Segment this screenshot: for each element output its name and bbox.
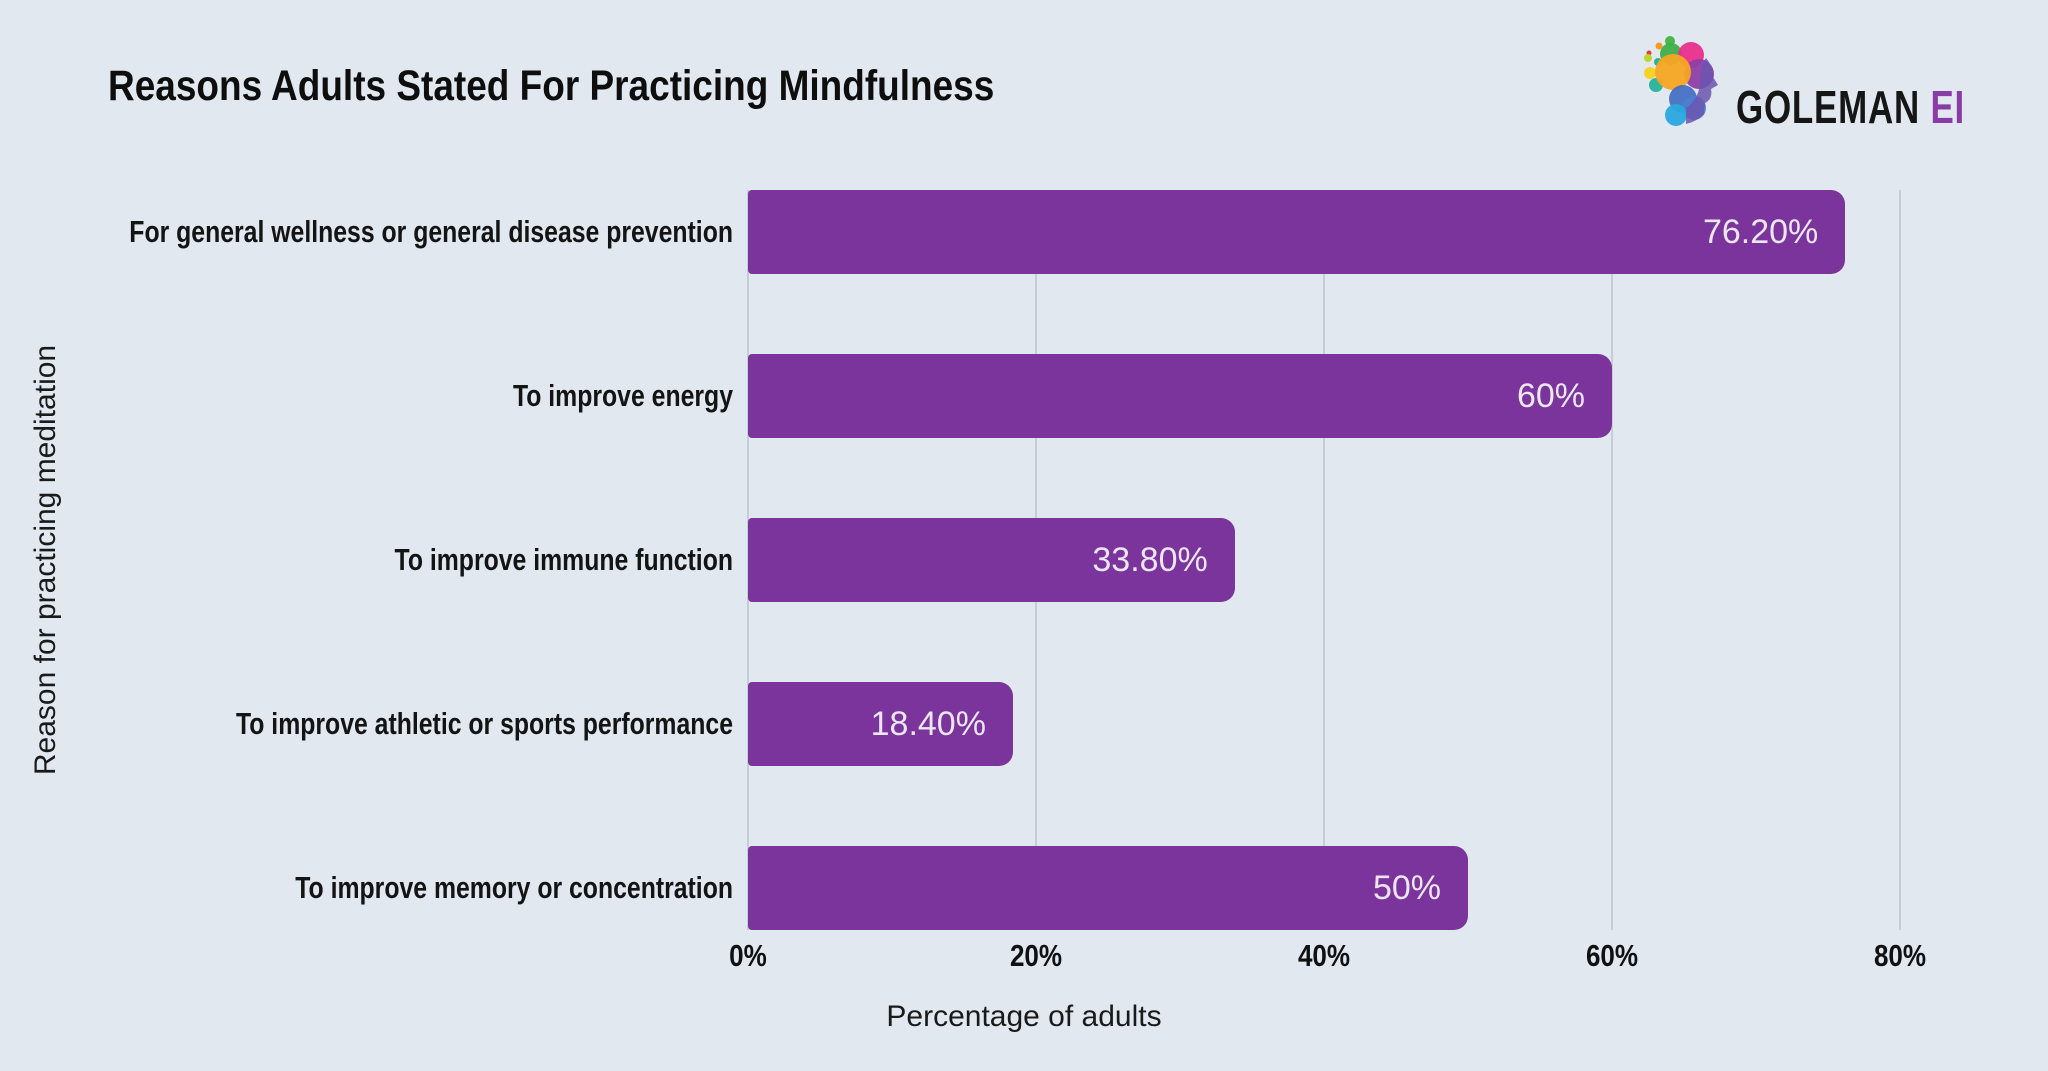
bar-value-label: 60% (1516, 376, 1585, 415)
head-profile-logo-icon (1644, 36, 1718, 126)
category-label: To improve immune function (394, 542, 733, 577)
goleman-ei-logo: GOLEMAN EI (1636, 22, 1966, 138)
bar-value-label: 76.20% (1702, 212, 1819, 251)
x-tick-label: 80% (1873, 938, 1927, 973)
gridline (1899, 190, 1901, 930)
gridline (1323, 190, 1325, 930)
logo-wordmark: GOLEMAN EI (1736, 80, 1965, 134)
gridline (1611, 190, 1613, 930)
bar-value-label: 50% (1372, 868, 1441, 907)
x-tick-label: 60% (1585, 938, 1639, 973)
category-label: To improve memory or concentration (295, 870, 733, 905)
logo-brand-text: GOLEMAN (1736, 81, 1921, 133)
category-label: For general wellness or general disease … (129, 214, 733, 249)
bar-1: 60% (748, 354, 1612, 438)
category-labels: For general wellness or general disease … (0, 190, 733, 930)
bar-value-label: 33.80% (1092, 540, 1208, 579)
bar-4: 50% (748, 846, 1468, 930)
x-axis-label: Percentage of adults (886, 1000, 1162, 1033)
x-axis-ticks: 0% 20% 40% 60% 80% (729, 938, 1926, 978)
x-tick-label: 0% (729, 938, 767, 973)
bar-2: 33.80% (748, 518, 1235, 602)
plot-area: 76.20% 60% 33.80% 18.40% 50% (747, 190, 1901, 930)
bar-value-label: 18.40% (870, 704, 986, 743)
chart-title: Reasons Adults Stated For Practicing Min… (108, 62, 995, 110)
bar-0: 76.20% (748, 190, 1846, 274)
category-label: To improve energy (512, 378, 733, 413)
bar-3: 18.40% (748, 682, 1013, 766)
logo-suffix-text: EI (1930, 81, 1966, 133)
x-tick-label: 40% (1297, 938, 1351, 973)
x-tick-label: 20% (1009, 938, 1063, 973)
category-label: To improve athletic or sports performanc… (235, 706, 734, 741)
